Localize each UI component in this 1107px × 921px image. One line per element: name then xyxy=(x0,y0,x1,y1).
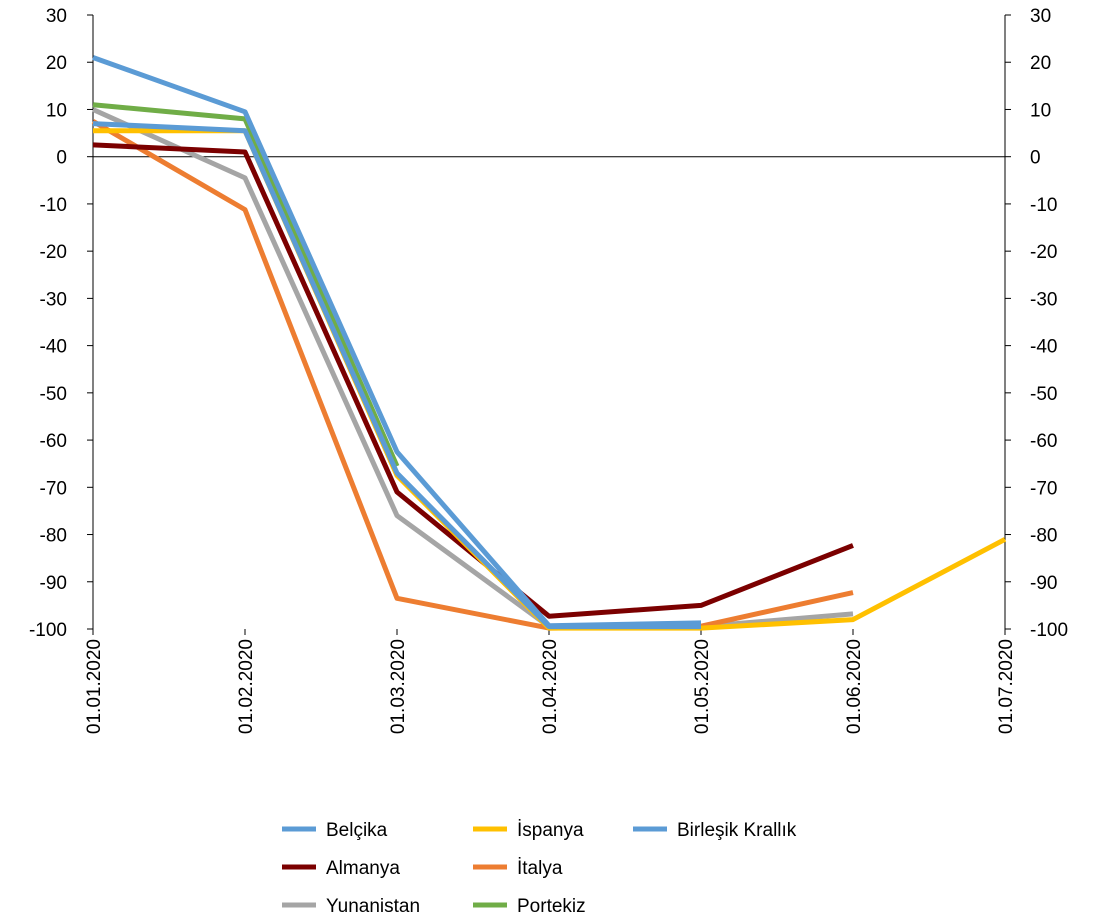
right-y-tick-label: 0 xyxy=(1030,148,1041,169)
series-lines-group xyxy=(91,55,1007,631)
legend-label: Belçika xyxy=(326,820,388,841)
series-line-almanya xyxy=(92,142,854,619)
right-y-tick-label: -30 xyxy=(1030,289,1057,310)
right-y-tick-label: -50 xyxy=(1030,384,1057,405)
left-y-tick-label: -40 xyxy=(40,337,67,358)
left-y-tick-label: 20 xyxy=(46,53,67,74)
legend: Belçika İspanya Birleşik Krallık Almanya İta… xyxy=(282,820,797,917)
right-y-tick-label: -80 xyxy=(1030,526,1057,547)
x-tick-label: 01.03.2020 xyxy=(388,639,409,734)
left-y-tick-label: -70 xyxy=(40,478,67,499)
x-tick-label: 01.04.2020 xyxy=(540,639,561,734)
left-y-tick-label: -10 xyxy=(40,195,67,216)
series-line-i-talya xyxy=(91,119,854,631)
legend-label: Portekiz xyxy=(517,896,586,917)
left-y-tick-label: -90 xyxy=(40,573,67,594)
series-line-i-spanya xyxy=(93,128,1007,631)
series-line-bel-ika xyxy=(92,121,701,630)
left-y-tick-label: 30 xyxy=(46,6,67,27)
left-y-tick-label: -30 xyxy=(40,289,67,310)
right-y-tick-label: -40 xyxy=(1030,337,1057,358)
legend-label: Birleşik Krallık xyxy=(677,820,797,841)
right-y-tick-label: -90 xyxy=(1030,573,1057,594)
right-y-tick-label: -70 xyxy=(1030,478,1057,499)
axes-group xyxy=(87,14,1011,635)
series-line-birle-ik-krall-k xyxy=(92,55,702,629)
right-y-tick-label: -20 xyxy=(1030,242,1057,263)
right-y-tick-label: 20 xyxy=(1030,53,1051,74)
x-tick-label: 01.01.2020 xyxy=(84,639,105,734)
left-y-tick-label: -80 xyxy=(40,526,67,547)
series-line-portekiz xyxy=(92,102,400,468)
tick-labels-group: 30 30 20 20 10 10 0 0 -10 -10 -20 -20 -30 -30 -40 -40 -5… xyxy=(29,6,1068,734)
left-y-tick-label: -60 xyxy=(40,431,67,452)
x-tick-label: 01.07.2020 xyxy=(996,639,1017,734)
right-y-tick-label: -100 xyxy=(1030,620,1068,641)
right-y-tick-label: -10 xyxy=(1030,195,1057,216)
x-tick-label: 01.06.2020 xyxy=(844,639,865,734)
left-y-tick-label: -50 xyxy=(40,384,67,405)
left-y-tick-label: 10 xyxy=(46,100,67,121)
legend-label: Almanya xyxy=(326,858,400,879)
right-y-tick-label: 10 xyxy=(1030,100,1051,121)
x-tick-label: 01.05.2020 xyxy=(692,639,713,734)
legend-label: Yunanistan xyxy=(326,896,420,917)
right-y-tick-label: 30 xyxy=(1030,6,1051,27)
left-y-tick-label: -20 xyxy=(40,242,67,263)
left-y-tick-label: -100 xyxy=(29,620,67,641)
right-y-tick-label: -60 xyxy=(1030,431,1057,452)
legend-label: İspanya xyxy=(517,820,584,841)
legend-label: İtalya xyxy=(517,858,563,879)
left-y-tick-label: 0 xyxy=(56,148,67,169)
x-tick-label: 01.02.2020 xyxy=(236,639,257,734)
